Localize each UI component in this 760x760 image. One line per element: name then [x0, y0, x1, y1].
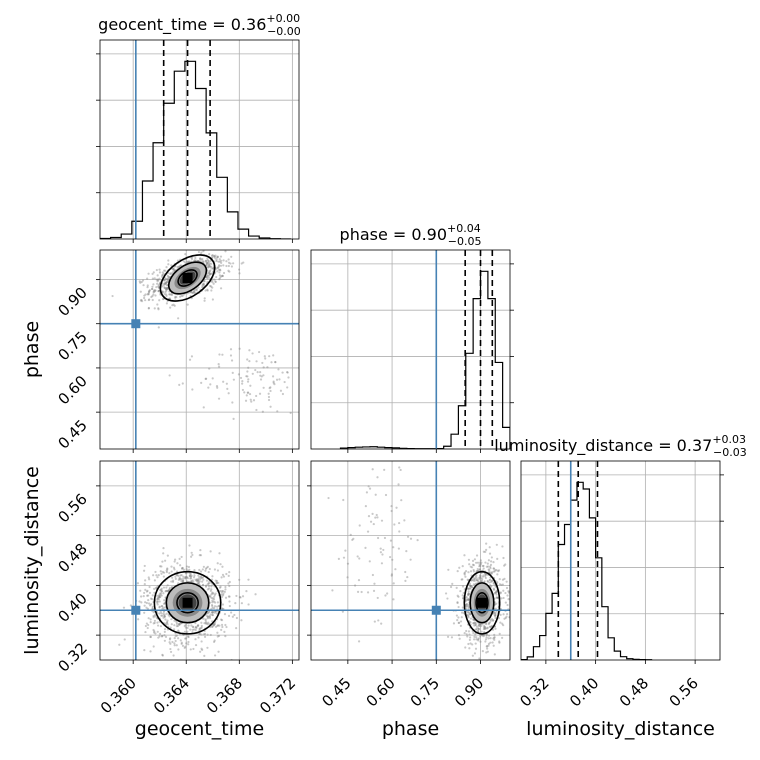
x-tick-label: 0.32	[516, 674, 552, 710]
x-tick-label: 0.45	[318, 674, 354, 710]
panel-frame	[99, 39, 300, 240]
panel-frame	[99, 460, 300, 661]
scatter-panel-geocent_time-luminosity_distance	[100, 461, 299, 660]
hist-title: phase = 0.90+0.04 −0.05	[340, 222, 482, 248]
y-tick-label: 0.90	[54, 284, 90, 320]
x-axis-label-geocent_time: geocent_time	[135, 718, 264, 740]
x-tick-label: 0.75	[407, 674, 443, 710]
contour-line	[167, 261, 208, 295]
x-tick-label: 0.56	[666, 674, 702, 710]
contour-line	[159, 254, 216, 302]
y-tick-labels-luminosity_distance: 0.32 0.40 0.48 0.56	[54, 490, 90, 676]
hist-title: luminosity_distance = 0.37+0.03 −0.03	[494, 433, 747, 459]
hist-panel-phase	[311, 250, 510, 449]
x-tick-label: 0.90	[451, 674, 487, 710]
contour-line	[463, 570, 501, 635]
histogram-geocent_time	[100, 60, 292, 239]
panel-frame	[310, 249, 511, 450]
hist-title: geocent_time = 0.36+0.00 −0.00	[98, 12, 301, 38]
hist-panel-luminosity_distance	[521, 461, 720, 660]
histogram-luminosity_distance	[521, 481, 653, 660]
x-tick-labels-geocent_time: 0.360 0.364 0.368 0.372	[97, 674, 299, 717]
contour-line	[177, 269, 198, 287]
truth-point	[131, 319, 141, 329]
contour-line	[165, 582, 210, 624]
x-tick-label: 0.372	[256, 674, 299, 717]
truth-point	[131, 605, 141, 615]
x-tick-label: 0.368	[203, 674, 246, 717]
x-tick-label: 0.40	[566, 674, 602, 710]
x-axis-label-phase: phase	[382, 718, 439, 740]
y-tick-label: 0.45	[54, 416, 90, 452]
contour-line	[153, 570, 222, 635]
x-tick-labels-phase: 0.45 0.60 0.75 0.90	[318, 674, 487, 710]
y-axis-label-luminosity_distance: luminosity_distance	[21, 466, 43, 655]
truth-point	[431, 605, 441, 615]
y-tick-label: 0.60	[54, 372, 90, 408]
x-axis-label-luminosity_distance: luminosity_distance	[526, 718, 715, 740]
y-tick-label: 0.48	[54, 540, 90, 576]
x-tick-label: 0.48	[616, 674, 652, 710]
contour-line	[475, 592, 489, 614]
scatter-points	[327, 466, 510, 660]
scatter-panel-geocent_time-phase	[100, 250, 299, 449]
y-axis-label-phase: phase	[21, 321, 43, 378]
panel-frame	[310, 460, 511, 661]
x-tick-labels-luminosity_distance: 0.32 0.40 0.48 0.56	[516, 674, 702, 710]
y-tick-labels-phase: 0.45 0.60 0.75 0.90	[54, 284, 90, 453]
scatter-panel-phase-luminosity_distance	[311, 461, 510, 660]
y-tick-label: 0.32	[54, 639, 90, 675]
y-tick-label: 0.56	[54, 490, 90, 526]
y-tick-label: 0.75	[54, 328, 90, 364]
hist-panel-geocent_time	[100, 40, 299, 239]
panel-frame	[99, 249, 300, 450]
y-tick-label: 0.40	[54, 589, 90, 625]
histogram-phase	[339, 270, 510, 449]
x-tick-label: 0.360	[97, 674, 140, 717]
contour-line	[469, 582, 495, 624]
x-tick-label: 0.364	[150, 674, 193, 717]
x-tick-label: 0.60	[363, 674, 399, 710]
panel-frame	[520, 460, 721, 661]
contour-line	[176, 592, 199, 614]
